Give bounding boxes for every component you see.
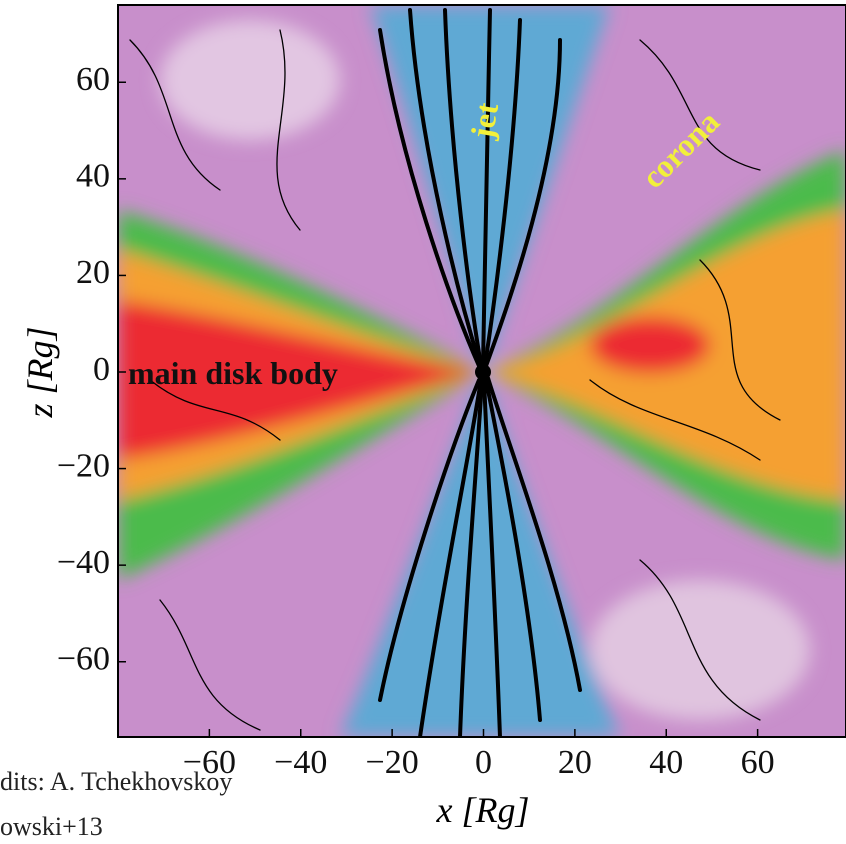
y-axis-label: z [Rg] (20, 326, 60, 418)
y-tick-label: −40 (57, 544, 110, 581)
x-tick-label: −40 (274, 744, 327, 781)
annotation: main disk body (128, 355, 338, 391)
x-tick-label: 20 (558, 744, 592, 781)
x-tick-label: 40 (649, 744, 683, 781)
x-tick-label: −20 (366, 744, 419, 781)
x-tick-label: −60 (183, 744, 236, 781)
x-axis-label: x [Rg] (436, 790, 530, 830)
y-tick-label: −60 (57, 641, 110, 678)
y-tick-label: 40 (76, 158, 110, 195)
x-tick-label: 60 (741, 744, 775, 781)
y-tick-label: 60 (76, 61, 110, 98)
x-tick-label: 0 (475, 744, 492, 781)
y-tick-label: 0 (93, 351, 110, 388)
annotation: jet (463, 100, 505, 143)
chart: jet corona main disk body dits: A. Tchek… (0, 0, 846, 839)
y-tick-label: 20 (76, 254, 110, 291)
y-tick-label: −20 (57, 447, 110, 484)
credits: owski+13 (0, 812, 103, 839)
